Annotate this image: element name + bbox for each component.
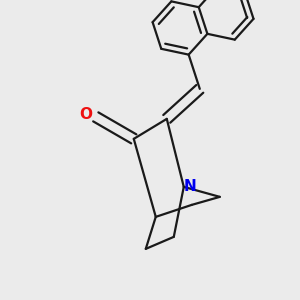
Text: N: N — [183, 179, 196, 194]
Text: O: O — [79, 107, 92, 122]
